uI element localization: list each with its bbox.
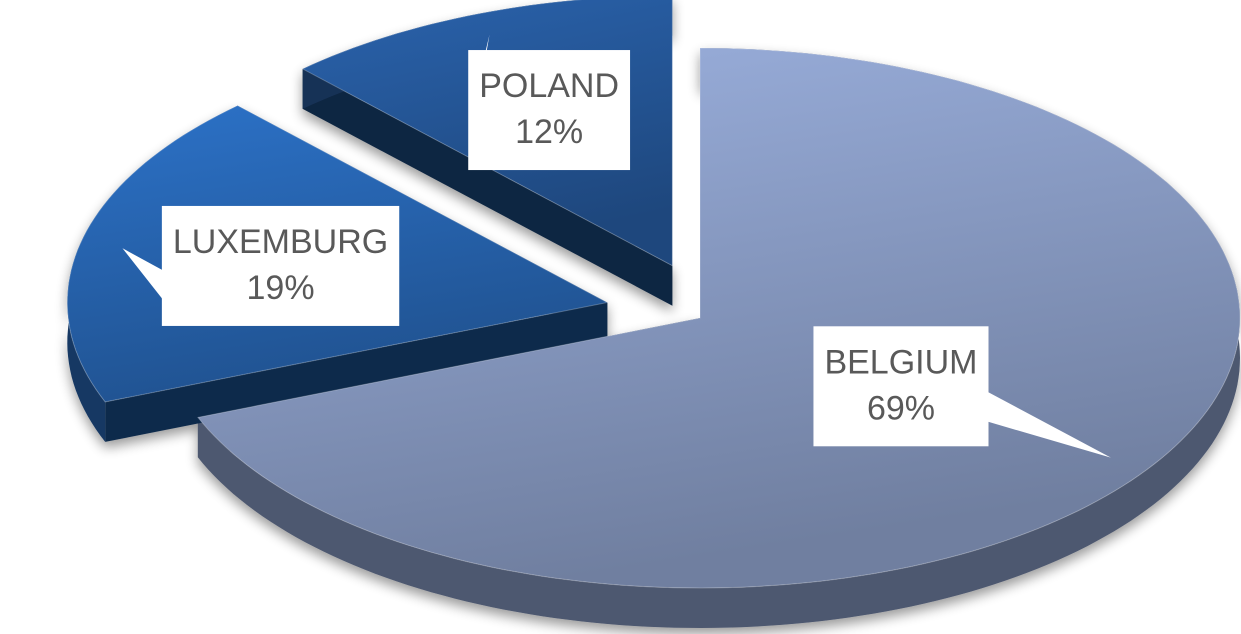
slice-side (302, 68, 673, 306)
value-label: 12% (515, 113, 583, 151)
value-label: 19% (247, 269, 315, 307)
label-box (161, 205, 400, 326)
label-pointer (470, 34, 490, 146)
slice (196, 47, 1241, 589)
labels: BELGIUM 69% LUXEMBURG 19% POLAND 12% (122, 34, 1111, 458)
data-label: LUXEMBURG 19% (122, 205, 400, 326)
label-box (468, 50, 631, 171)
category-label: POLAND (479, 67, 619, 105)
category-label: BELGIUM (824, 343, 977, 381)
slice-side (105, 302, 608, 442)
value-label: 69% (867, 389, 935, 427)
label-pointer (122, 248, 164, 301)
label-box (813, 326, 989, 447)
data-label: BELGIUM 69% (813, 326, 1111, 458)
data-label: POLAND 12% (468, 34, 631, 171)
label-pointer (986, 391, 1111, 458)
category-label: LUXEMBURG (173, 223, 388, 261)
